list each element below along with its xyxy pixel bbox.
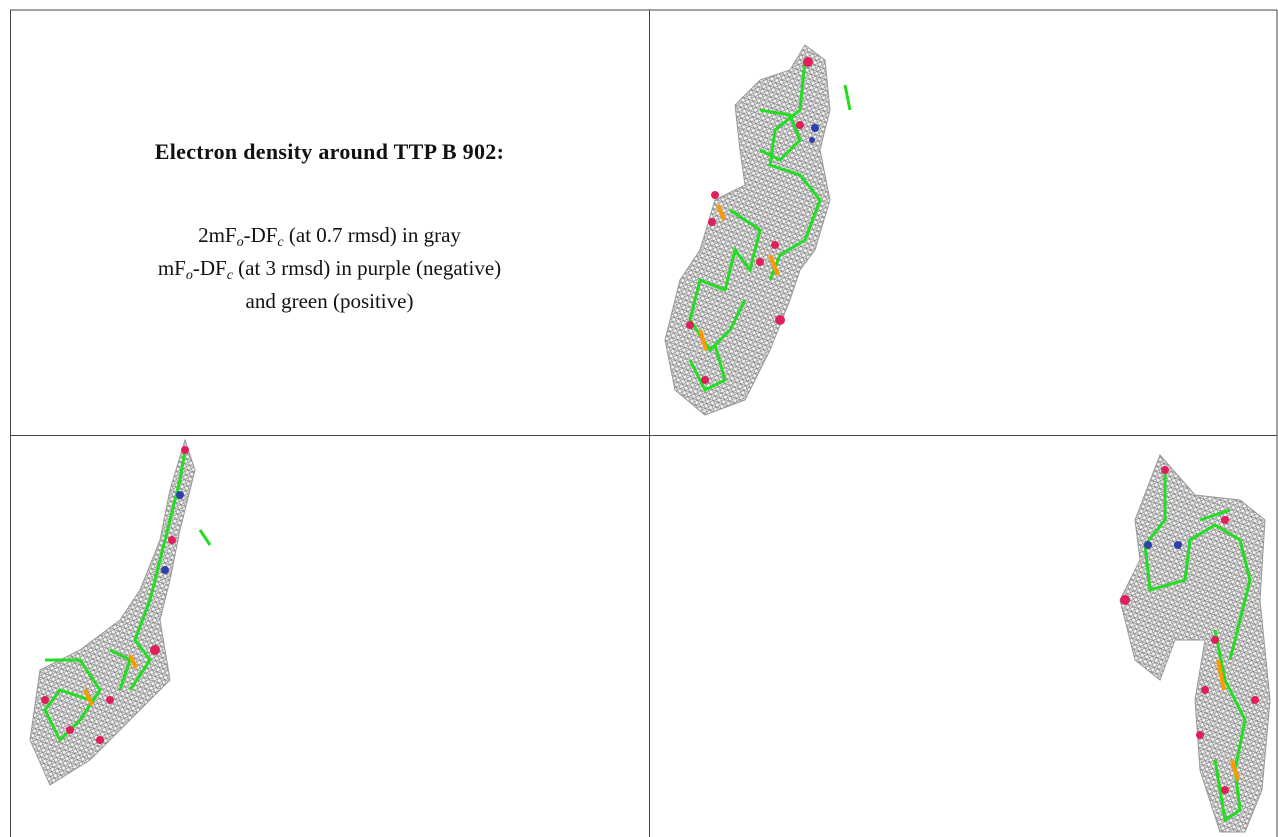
subscript: o bbox=[237, 235, 244, 250]
page: {"caption": { "title": "Electron density… bbox=[0, 0, 1278, 837]
text-run: -DF bbox=[193, 256, 227, 280]
subscript: o bbox=[186, 268, 193, 283]
text-run: (at 0.7 rmsd) in gray bbox=[284, 223, 461, 247]
density-image bbox=[1120, 455, 1270, 832]
text-run: -DF bbox=[244, 223, 278, 247]
density-image bbox=[665, 45, 850, 415]
text-run: (at 3 rmsd) in purple (negative) bbox=[233, 256, 501, 280]
text-run: mF bbox=[158, 256, 186, 280]
caption-cell: Electron density around TTP B 902: 2mFo-… bbox=[11, 11, 648, 434]
text-run: and green (positive) bbox=[246, 289, 414, 313]
caption-line: mFo-DFc (at 3 rmsd) in purple (negative) bbox=[11, 252, 648, 285]
text-run: 2mF bbox=[198, 223, 237, 247]
caption-title: Electron density around TTP B 902: bbox=[11, 139, 648, 165]
caption-line: 2mFo-DFc (at 0.7 rmsd) in gray bbox=[11, 219, 648, 252]
density-image bbox=[30, 440, 210, 785]
caption-line: and green (positive) bbox=[11, 285, 648, 318]
